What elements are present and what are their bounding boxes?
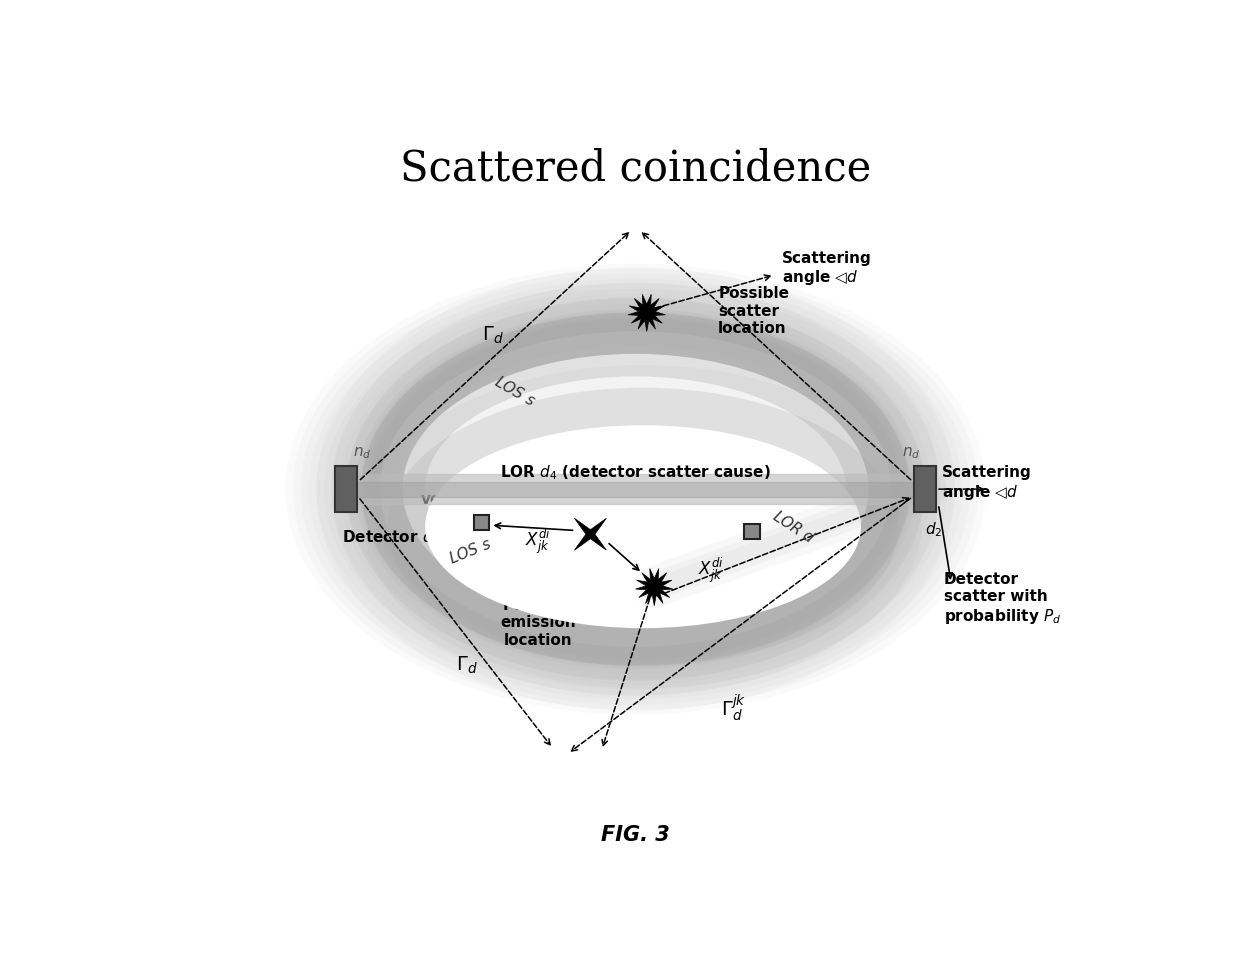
Bar — [744, 524, 760, 540]
Ellipse shape — [366, 315, 905, 663]
Text: FIG. 3: FIG. 3 — [601, 825, 670, 844]
Text: LOS $s$: LOS $s$ — [446, 536, 494, 567]
Ellipse shape — [362, 313, 909, 665]
Text: $\Gamma_d^{jk}$: $\Gamma_d^{jk}$ — [720, 693, 745, 724]
Ellipse shape — [332, 294, 939, 684]
Ellipse shape — [356, 308, 915, 670]
Polygon shape — [636, 569, 673, 605]
Bar — [914, 466, 936, 512]
Text: Detector
scatter with
probability $P_d$: Detector scatter with probability $P_d$ — [944, 572, 1061, 626]
Ellipse shape — [425, 426, 861, 629]
Bar — [474, 515, 489, 531]
Text: $\Gamma_d$: $\Gamma_d$ — [455, 655, 477, 676]
Text: $n_d$: $n_d$ — [901, 445, 920, 461]
Text: Scattered coincidence: Scattered coincidence — [399, 147, 872, 189]
Text: voxel $k$: voxel $k$ — [748, 503, 811, 518]
Ellipse shape — [356, 308, 915, 670]
Ellipse shape — [379, 331, 892, 647]
Text: Scattering
angle $\triangleleft d$: Scattering angle $\triangleleft d$ — [942, 466, 1032, 503]
Text: Possible
emission
location: Possible emission location — [500, 598, 575, 648]
Text: Detector $d_1$: Detector $d_1$ — [342, 528, 440, 547]
Ellipse shape — [293, 268, 978, 710]
Ellipse shape — [403, 354, 868, 625]
Ellipse shape — [347, 304, 924, 674]
Ellipse shape — [316, 284, 955, 695]
Text: voxel $j$: voxel $j$ — [420, 490, 477, 509]
Text: $X_{jk}^{di}$: $X_{jk}^{di}$ — [525, 527, 551, 556]
Ellipse shape — [324, 289, 947, 689]
Text: LOR $d_4$ (detector scatter cause): LOR $d_4$ (detector scatter cause) — [500, 463, 771, 481]
Ellipse shape — [425, 377, 846, 602]
Ellipse shape — [365, 365, 921, 688]
Text: LOR $d$: LOR $d$ — [769, 507, 817, 547]
Ellipse shape — [309, 279, 962, 700]
Ellipse shape — [358, 311, 913, 668]
Text: $d_2$: $d_2$ — [925, 520, 942, 540]
Ellipse shape — [373, 320, 898, 658]
Ellipse shape — [346, 298, 925, 681]
Text: Possible
scatter
location: Possible scatter location — [718, 286, 789, 336]
Ellipse shape — [387, 387, 899, 666]
Text: Scattering
angle $\triangleleft d$: Scattering angle $\triangleleft d$ — [782, 251, 872, 287]
Polygon shape — [629, 295, 666, 331]
Ellipse shape — [331, 282, 940, 696]
Ellipse shape — [361, 312, 910, 666]
Ellipse shape — [370, 318, 901, 661]
Polygon shape — [574, 518, 606, 550]
Ellipse shape — [301, 273, 970, 705]
Ellipse shape — [316, 267, 955, 711]
Text: $\Gamma_d$: $\Gamma_d$ — [482, 324, 503, 346]
Text: $X_{jk}^{di}$: $X_{jk}^{di}$ — [698, 555, 724, 585]
Ellipse shape — [285, 264, 986, 714]
Ellipse shape — [396, 346, 875, 631]
Text: voxel $d_3$: voxel $d_3$ — [663, 583, 732, 602]
Text: voxel $i$: voxel $i$ — [596, 499, 653, 514]
Ellipse shape — [340, 299, 931, 679]
Text: LOS $s$: LOS $s$ — [492, 374, 538, 410]
Bar — [335, 466, 357, 512]
Text: $n_d$: $n_d$ — [353, 445, 372, 461]
